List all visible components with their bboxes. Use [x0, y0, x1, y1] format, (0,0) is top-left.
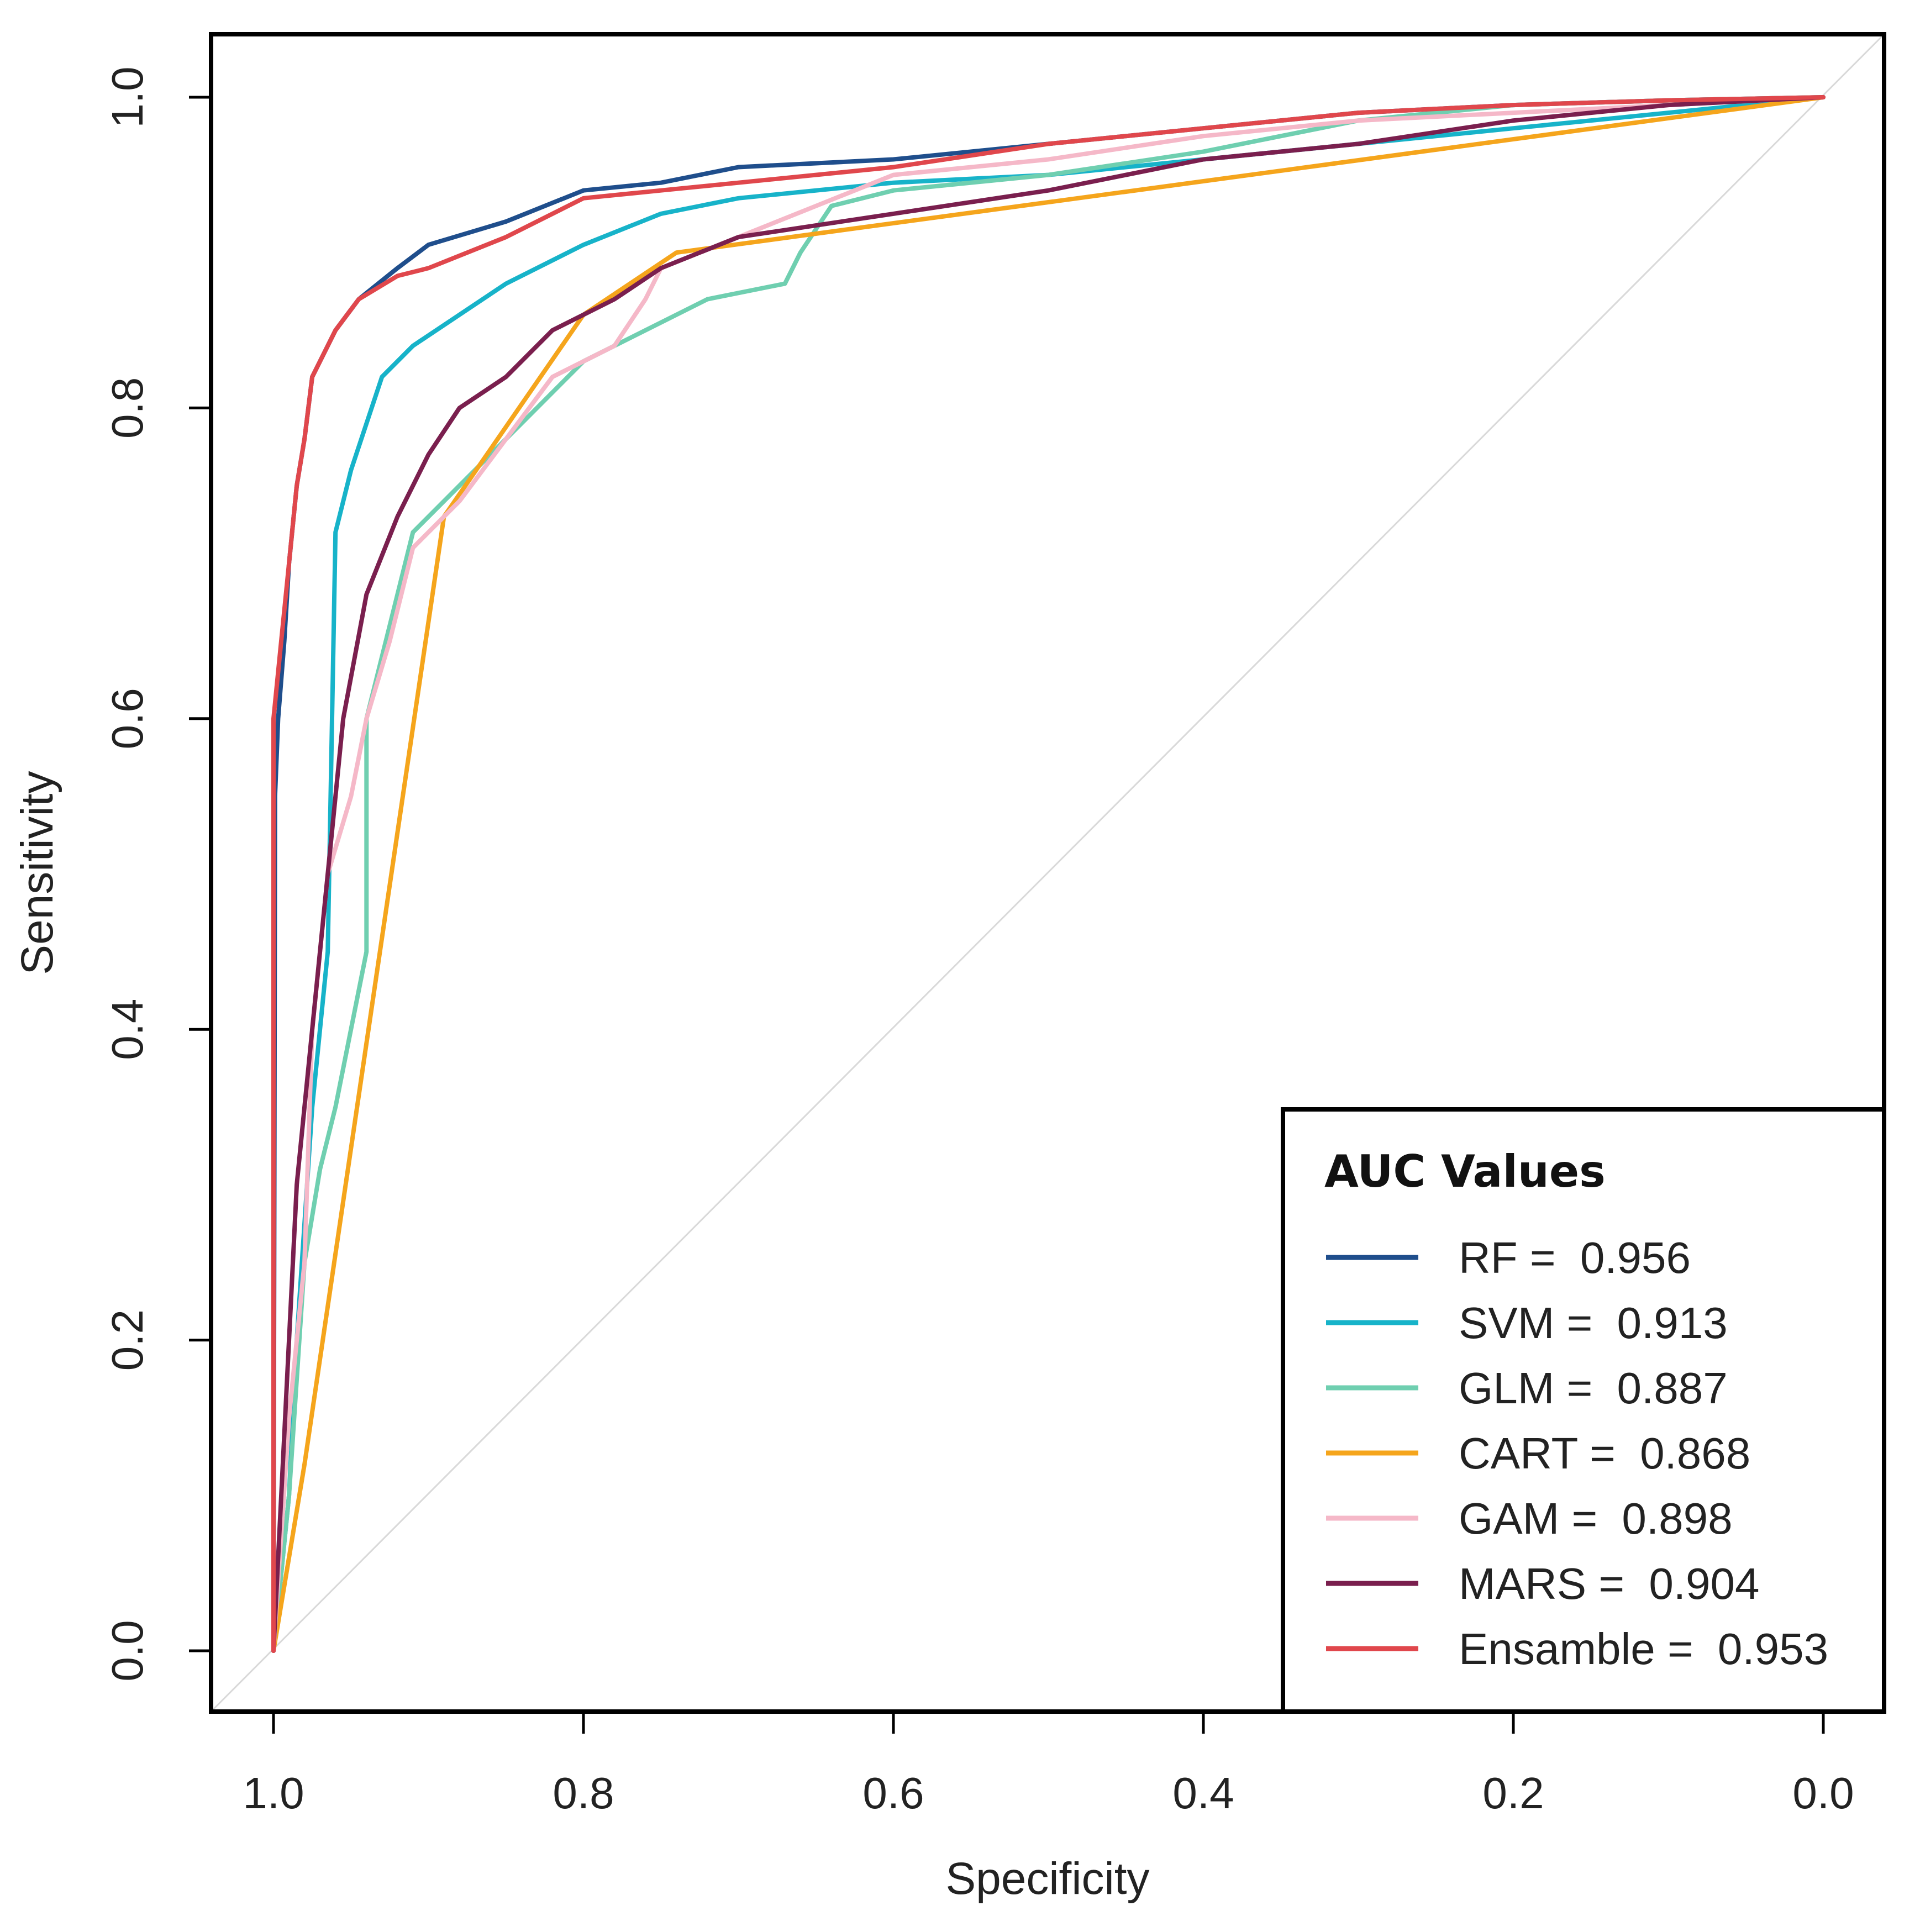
legend-label-auc: 0.898 [1622, 1494, 1732, 1543]
y-tick-label: 0.6 [103, 688, 152, 749]
legend-box [1281, 1107, 1886, 1714]
series-line-ensamble [271, 95, 1826, 1653]
legend-label-auc: 0.868 [1640, 1429, 1750, 1478]
legend-item-rf: RF = 0.956 [1326, 1233, 1691, 1282]
legend-label-auc: 0.913 [1617, 1298, 1728, 1347]
series-line-cart [271, 95, 1826, 1653]
legend-label: Ensamble = 0.953 [1459, 1624, 1828, 1673]
legend-item-cart: CART = 0.868 [1326, 1429, 1750, 1478]
legend-label: SVM = 0.913 [1459, 1298, 1728, 1347]
reference-diagonal-line [210, 33, 1885, 1713]
y-axis: 0.0 0.2 0.4 0.6 0.8 1.0 [103, 66, 211, 1682]
legend-label-name: CART = [1459, 1429, 1628, 1478]
x-tick-label: 0.8 [553, 1768, 614, 1818]
x-tick-label: 0.2 [1482, 1768, 1544, 1818]
y-tick-label: 0.4 [103, 999, 152, 1060]
legend-label-name: MARS = [1459, 1559, 1637, 1608]
x-tick-label: 0.4 [1172, 1768, 1234, 1818]
x-axis-label: Specificity [945, 1854, 1149, 1904]
legend-label-auc: 0.956 [1580, 1233, 1691, 1282]
x-tick-label: 1.0 [243, 1768, 304, 1818]
legend-label: MARS = 0.904 [1459, 1559, 1760, 1608]
legend-label-name: GLM = [1459, 1364, 1605, 1413]
legend-label-auc: 0.953 [1718, 1624, 1828, 1673]
legend-label: GLM = 0.887 [1459, 1364, 1728, 1413]
legend-item-gam: GAM = 0.898 [1326, 1494, 1733, 1543]
series-layer [271, 95, 1826, 1653]
y-tick-label: 0.2 [103, 1309, 152, 1371]
legend-item-ensamble: Ensamble = 0.953 [1326, 1624, 1828, 1673]
legend-title: AUC Values [1324, 1146, 1606, 1197]
legend-label-auc: 0.904 [1649, 1559, 1759, 1608]
legend-label-name: RF = [1459, 1233, 1568, 1282]
legend-label: RF = 0.956 [1459, 1233, 1691, 1282]
y-tick-label: 1.0 [103, 66, 152, 128]
legend-label-auc: 0.887 [1617, 1364, 1728, 1413]
plot-frame [209, 32, 1886, 1714]
x-tick-label: 0.6 [862, 1768, 924, 1818]
legend-label: CART = 0.868 [1459, 1429, 1750, 1478]
legend-item-mars: MARS = 0.904 [1326, 1559, 1760, 1608]
x-tick-label: 0.0 [1792, 1768, 1854, 1818]
legend-label-name: GAM = [1459, 1494, 1609, 1543]
legend-label-name: Ensamble = [1459, 1624, 1706, 1673]
legend-label: GAM = 0.898 [1459, 1494, 1733, 1543]
y-axis-label: Sensitivity [12, 771, 62, 975]
y-tick-label: 0.0 [103, 1620, 152, 1681]
x-axis: 1.0 0.8 0.6 0.4 0.2 0.0 [243, 1712, 1854, 1818]
legend-item-svm: SVM = 0.913 [1326, 1298, 1728, 1347]
legend-item-glm: GLM = 0.887 [1326, 1364, 1728, 1413]
y-tick-label: 0.8 [103, 377, 152, 439]
series-line-mars [271, 95, 1826, 1653]
legend-label-name: SVM = [1459, 1298, 1605, 1347]
